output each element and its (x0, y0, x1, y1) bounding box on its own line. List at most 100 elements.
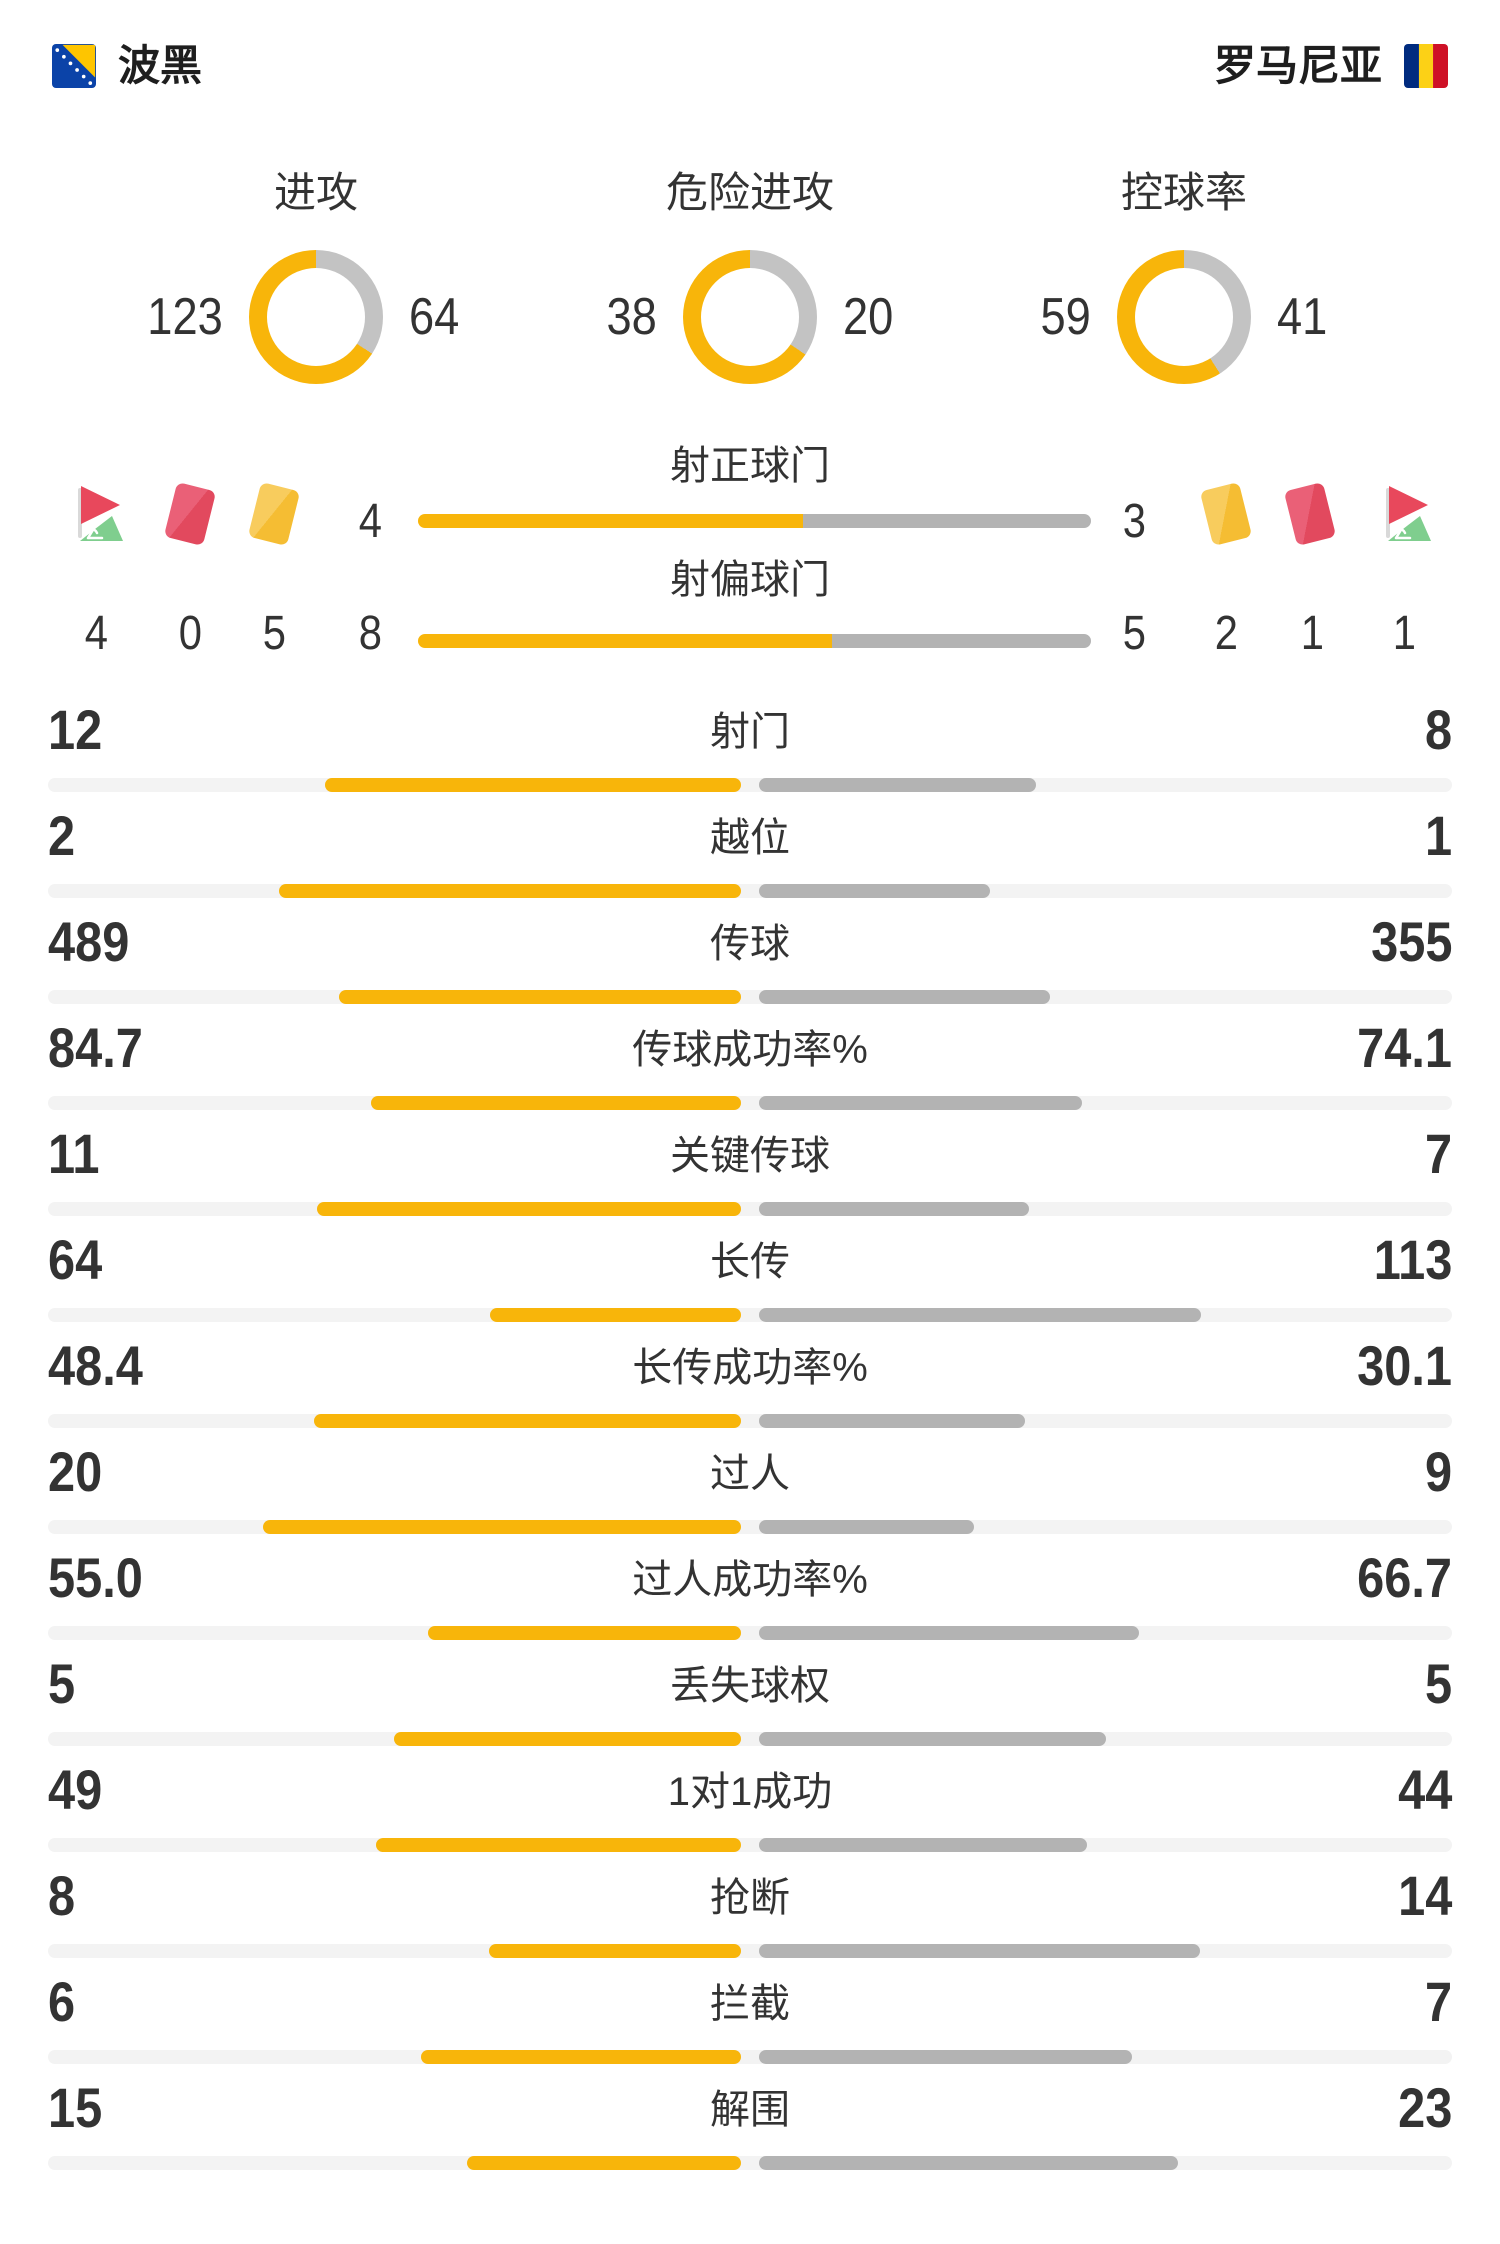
stat-row-13: 解围 15 23 (48, 2068, 1452, 2174)
stat-label: 长传成功率% (632, 1346, 868, 1390)
stat-away-value: 7 (1424, 1970, 1452, 2033)
stat-label: 越位 (710, 816, 790, 860)
shots-on-home-value: 4 (358, 495, 382, 548)
stat-bar-track (48, 1520, 1452, 1534)
stat-label: 丢失球权 (670, 1664, 830, 1708)
stat-away-bar (759, 1096, 1082, 1110)
stat-label: 过人成功率% (632, 1558, 868, 1602)
stat-home-value: 489 (48, 910, 130, 973)
stat-row-7: 过人 20 9 (48, 1432, 1452, 1538)
stat-home-value: 8 (48, 1864, 76, 1927)
shots-on-target-bar (418, 514, 1091, 528)
away-team: 罗马尼亚 (1214, 44, 1448, 88)
bosnia-flag-icon (52, 44, 96, 88)
stat-home-bar (421, 2050, 741, 2064)
stat-home-value: 20 (48, 1440, 103, 1503)
red-card-icon (1283, 481, 1337, 547)
stat-away-value: 5 (1424, 1652, 1452, 1715)
stat-home-value: 55.0 (48, 1546, 143, 1609)
stat-home-value: 12 (48, 698, 103, 761)
stat-home-value: 48.4 (48, 1334, 143, 1397)
shots-on-away-value: 3 (1122, 495, 1146, 548)
stat-away-bar (759, 990, 1050, 1004)
stat-away-value: 113 (1373, 1228, 1452, 1291)
gauge-home-value: 123 (147, 288, 223, 346)
stat-home-value: 64 (48, 1228, 103, 1291)
shots-off-home-bar (418, 634, 833, 648)
home-team: 波黑 (52, 44, 202, 88)
stat-bar-track (48, 2050, 1452, 2064)
stat-home-value: 6 (48, 1970, 76, 2033)
stat-bar-track (48, 1838, 1452, 1852)
stat-home-value: 84.7 (48, 1016, 143, 1079)
stat-away-bar (759, 1944, 1200, 1958)
stat-away-value: 355 (1370, 910, 1452, 973)
stat-bar-track (48, 1626, 1452, 1640)
header: 波黑 罗马尼亚 (52, 34, 1448, 98)
stat-away-value: 30.1 (1357, 1334, 1452, 1397)
stat-away-bar (759, 1202, 1029, 1216)
shots-on-target-title: 射正球门 (670, 444, 830, 488)
stat-home-value: 2 (48, 804, 76, 867)
away-red-cards-count: 1 (1300, 607, 1324, 660)
gauge-title: 进攻 (273, 169, 358, 216)
stat-row-10: 1对1成功 49 44 (48, 1750, 1452, 1856)
stat-row-5: 长传 64 113 (48, 1220, 1452, 1326)
shots-off-away-value: 5 (1122, 607, 1146, 660)
stat-row-8: 过人成功率% 55.0 66.7 (48, 1538, 1452, 1644)
stat-away-value: 9 (1424, 1440, 1452, 1503)
home-team-name: 波黑 (118, 42, 203, 89)
stat-label: 解围 (710, 2088, 790, 2132)
stat-row-12: 拦截 6 7 (48, 1962, 1452, 2068)
away-team-name: 罗马尼亚 (1213, 42, 1382, 89)
stat-away-bar (759, 2156, 1178, 2170)
gauge-donut (249, 250, 383, 384)
gauge-away-value: 20 (843, 288, 894, 346)
stat-away-bar (759, 2050, 1132, 2064)
stat-label: 传球成功率% (632, 1028, 868, 1072)
gauge-title: 危险进攻 (665, 169, 834, 216)
stat-row-9: 丢失球权 5 5 (48, 1644, 1452, 1750)
yellow-card-icon (1199, 481, 1253, 547)
stat-away-bar (759, 1626, 1139, 1640)
red-card-icon (163, 481, 217, 547)
home-corners-count: 4 (84, 607, 108, 660)
stat-bar-track (48, 990, 1452, 1004)
stat-home-bar (314, 1414, 741, 1428)
shots-on-home-bar (418, 514, 803, 528)
stat-bar-track (48, 1732, 1452, 1746)
shots-on-away-bar (802, 514, 1091, 528)
gauge-0: 进攻 123 64 (99, 172, 533, 384)
shots-off-target-title: 射偏球门 (670, 558, 830, 602)
home-red-cards-count: 0 (178, 607, 202, 660)
gauge-home-value: 38 (606, 288, 657, 346)
stat-label: 拦截 (710, 1982, 790, 2026)
gauge-donut (683, 250, 817, 384)
stats-list: 射门 12 8 越位 2 1 传球 489 355 传球成功率% 84.7 74.1 关键传球 11 7 长传… (48, 690, 1452, 2174)
stat-bar-track (48, 778, 1452, 792)
stat-away-bar (759, 1520, 974, 1534)
home-discipline-icons (66, 481, 301, 547)
away-yellow-cards-count: 2 (1214, 607, 1238, 660)
stat-away-bar (759, 778, 1036, 792)
stat-bar-track (48, 1944, 1452, 1958)
stat-away-bar (759, 1414, 1025, 1428)
gauge-away-value: 64 (409, 288, 460, 346)
home-yellow-cards-count: 5 (262, 607, 286, 660)
stat-label: 1对1成功 (667, 1770, 833, 1814)
stat-row-3: 传球成功率% 84.7 74.1 (48, 1008, 1452, 1114)
shots-off-home-value: 8 (358, 607, 382, 660)
stat-home-bar (339, 990, 741, 1004)
stat-bar-track (48, 1202, 1452, 1216)
stat-label: 传球 (710, 922, 790, 966)
stat-row-6: 长传成功率% 48.4 30.1 (48, 1326, 1452, 1432)
stat-bar-track (48, 1096, 1452, 1110)
stat-row-2: 传球 489 355 (48, 902, 1452, 1008)
stat-away-value: 44 (1397, 1758, 1452, 1821)
stat-home-bar (376, 1838, 741, 1852)
stat-away-bar (759, 1308, 1201, 1322)
stat-label: 关键传球 (670, 1134, 830, 1178)
yellow-card-icon (247, 481, 301, 547)
gauge-home-value: 59 (1040, 288, 1091, 346)
